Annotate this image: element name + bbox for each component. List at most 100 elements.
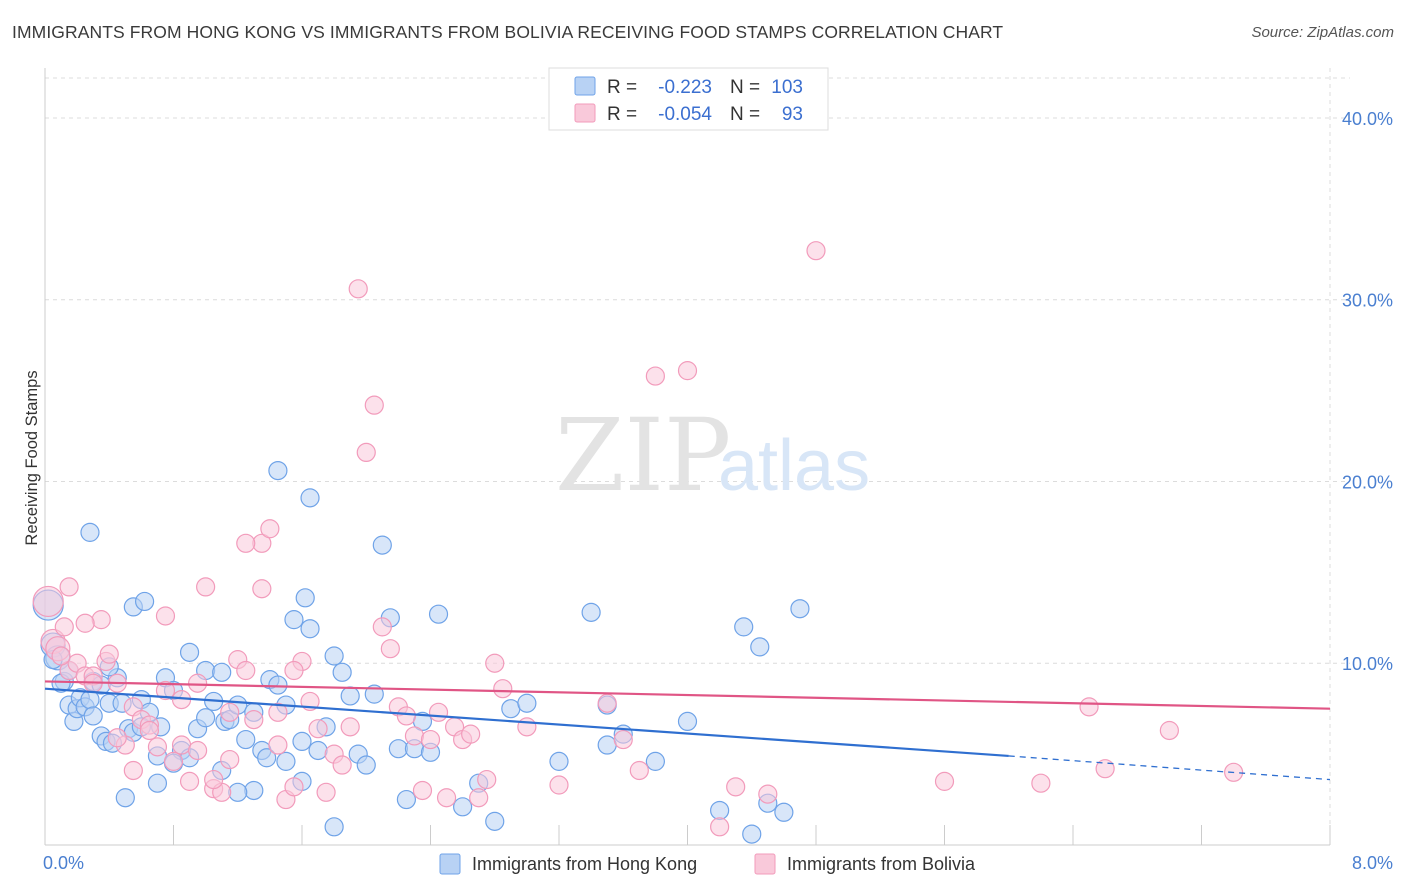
point-hongkong [734,617,754,637]
point-bolivia [485,653,505,673]
point-bolivia [710,817,730,837]
point-hongkong [372,535,392,555]
point-bolivia [934,771,955,791]
point-hongkong [228,782,248,802]
legend-n-value-hongkong: 103 [771,77,803,98]
point-hongkong [179,642,200,662]
point-hongkong [388,739,408,759]
point-hongkong [324,646,344,666]
point-hongkong [364,684,384,704]
point-hongkong [236,729,256,750]
point-hongkong [300,488,320,508]
series-legend-swatch-bolivia [754,853,776,875]
point-bolivia [1159,720,1179,741]
point-bolivia [147,737,168,757]
point-hongkong [134,591,155,612]
point-bolivia [308,719,328,739]
point-hongkong [750,637,770,657]
y-tick-label: 40.0% [1342,109,1393,129]
axes [44,68,1331,846]
point-bolivia [493,679,513,699]
point-hongkong [308,740,328,761]
point-bolivia [59,577,79,597]
series-legend-label-bolivia: Immigrants from Bolivia [787,854,976,874]
y-axis-label: Receiving Food Stamps [23,370,41,545]
point-bolivia [163,751,184,771]
point-bolivia [396,706,417,726]
y-tick-label: 30.0% [1342,291,1393,311]
stats-legend: R = -0.223 N = 103 R = -0.054 N = 93 [548,67,829,131]
legend-r-value-bolivia: -0.054 [658,104,712,125]
data-points [32,241,1244,844]
point-bolivia [404,726,425,746]
x-tick-label: 0.0% [43,853,84,873]
point-bolivia [32,585,64,618]
legend-r-label-bolivia: R = [607,104,637,125]
legend-r-value-hongkong: -0.223 [658,77,712,98]
point-hongkong [597,735,617,755]
legend-n-value-bolivia: 93 [782,104,803,125]
point-bolivia [107,728,127,748]
point-hongkong [83,706,103,726]
watermark-zip: ZIP [555,397,731,514]
point-hongkong [284,610,304,630]
point-bolivia [123,760,143,781]
trend-line-hongkong [44,687,1009,758]
point-bolivia [332,755,352,775]
y-tick-label: 20.0% [1342,472,1393,492]
x-tick-label: 8.0% [1352,853,1393,873]
point-bolivia [436,788,457,808]
point-hongkong [742,824,762,844]
point-hongkong [324,817,344,837]
point-bolivia [268,702,288,722]
point-bolivia [316,782,336,802]
point-hongkong [268,675,288,695]
point-bolivia [469,788,489,808]
point-bolivia [645,366,665,386]
point-hongkong [244,780,264,801]
series-legend-swatch-hongkong [439,853,461,875]
point-bolivia [420,729,441,750]
point-bolivia [1031,773,1051,793]
y-tick-label: 10.0% [1342,654,1393,674]
point-bolivia [268,735,288,755]
series-legend: Immigrants from Hong Kong Immigrants fro… [439,853,976,875]
point-hongkong [501,699,521,719]
point-bolivia [91,610,111,630]
watermark: ZIP atlas [555,397,870,514]
point-hongkong [790,599,810,619]
point-hongkong [677,711,698,732]
point-bolivia [726,777,746,797]
gridlines [45,68,1350,845]
point-bolivia [461,724,481,744]
point-bolivia [412,780,433,801]
point-bolivia [1095,759,1115,779]
point-bolivia [597,693,617,713]
legend-swatch-bolivia [574,103,596,123]
watermark-atlas: atlas [718,426,870,506]
point-bolivia [477,769,497,790]
chart-title: IMMIGRANTS FROM HONG KONG VS IMMIGRANTS … [12,22,1004,42]
point-bolivia [220,702,240,722]
y-tick-labels: 10.0% 20.0% 30.0% 40.0% [1342,109,1393,674]
point-hongkong [485,811,505,831]
point-hongkong [257,748,277,768]
point-hongkong [292,731,312,752]
x-tick-labels: 0.0% 8.0% [43,853,1393,873]
point-hongkong [147,773,168,793]
point-bolivia [364,395,384,415]
point-bolivia [187,740,208,761]
point-bolivia [54,617,74,637]
point-bolivia [99,644,119,664]
point-hongkong [340,686,360,706]
point-bolivia [348,279,368,299]
point-hongkong [276,751,296,771]
point-bolivia [75,613,95,633]
point-bolivia [1079,697,1099,717]
point-bolivia [677,361,698,381]
point-bolivia [187,673,208,693]
point-bolivia [139,720,160,741]
point-bolivia [340,717,360,737]
point-bolivia [758,784,778,804]
